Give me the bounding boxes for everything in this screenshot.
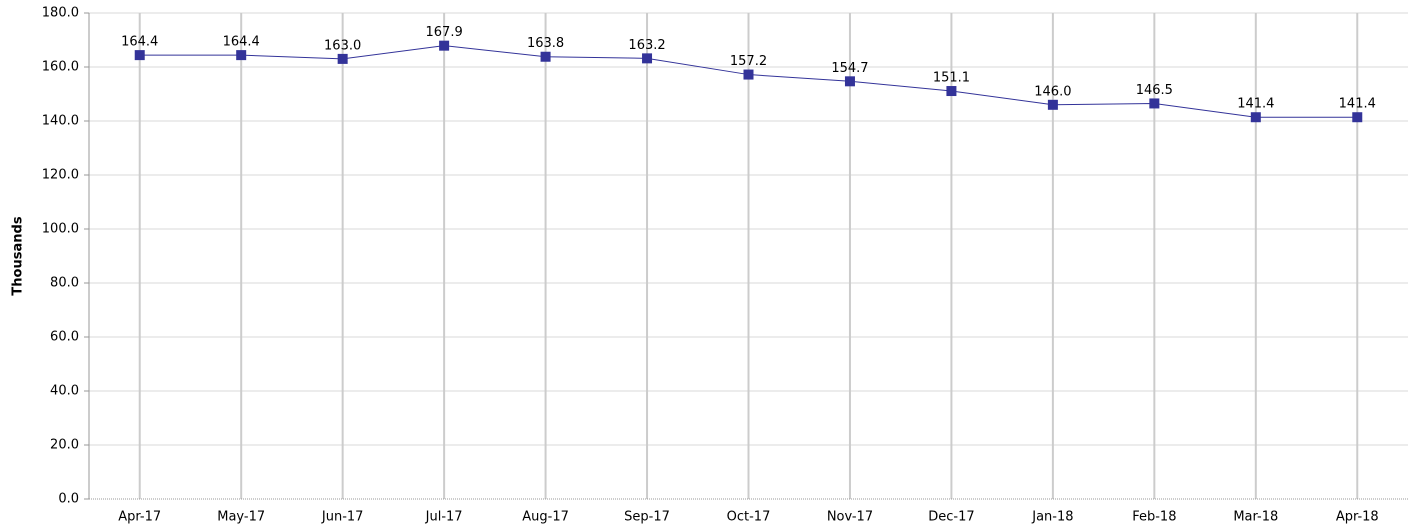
data-label: 146.0	[1034, 84, 1071, 99]
data-label: 163.2	[628, 38, 665, 53]
marker	[1250, 112, 1261, 123]
x-tick-label: Nov-17	[827, 510, 873, 525]
y-tick-label: 0.0	[58, 492, 79, 507]
y-tick-label: 40.0	[50, 384, 79, 399]
y-tick-label: 160.0	[42, 60, 79, 75]
data-label: 167.9	[426, 25, 463, 40]
y-tick-label: 140.0	[42, 114, 79, 129]
x-tick-label: Apr-18	[1336, 510, 1379, 525]
marker	[337, 53, 348, 64]
marker	[642, 53, 653, 64]
x-tick-label: Jul-17	[425, 510, 463, 525]
data-label: 154.7	[831, 61, 868, 76]
data-label: 163.0	[324, 38, 361, 53]
y-tick-label: 120.0	[42, 168, 79, 183]
marker	[946, 86, 957, 97]
marker	[134, 50, 145, 61]
data-label: 163.8	[527, 36, 564, 51]
x-tick-label: Jan-18	[1031, 510, 1073, 525]
y-tick-label: 20.0	[50, 438, 79, 453]
x-tick-label: Sep-17	[624, 510, 670, 525]
data-label: 164.4	[121, 35, 158, 50]
data-label: 146.5	[1136, 83, 1173, 98]
data-label: 141.4	[1339, 97, 1376, 112]
data-label: 164.4	[223, 35, 260, 50]
marker	[1047, 99, 1058, 110]
x-tick-label: Feb-18	[1132, 510, 1176, 525]
marker	[1149, 98, 1160, 109]
marker	[439, 40, 450, 51]
marker	[540, 51, 551, 62]
x-tick-label: Dec-17	[928, 510, 974, 525]
x-tick-label: Apr-17	[118, 510, 161, 525]
x-tick-label: Oct-17	[727, 510, 771, 525]
y-tick-label: 180.0	[42, 6, 79, 21]
y-tick-label: 100.0	[42, 222, 79, 237]
data-label: 141.4	[1237, 97, 1274, 112]
data-label: 157.2	[730, 54, 767, 69]
x-tick-label: Mar-18	[1233, 510, 1278, 525]
x-tick-label: Aug-17	[522, 510, 569, 525]
data-label: 151.1	[933, 71, 970, 86]
x-tick-label: May-17	[217, 510, 265, 525]
marker	[236, 50, 247, 61]
marker	[1352, 112, 1363, 123]
x-tick-label: Jun-17	[321, 510, 364, 525]
y-axis-title: Thousands	[11, 216, 26, 295]
marker	[743, 69, 754, 80]
y-tick-label: 60.0	[50, 330, 79, 345]
marker	[844, 76, 855, 87]
y-tick-label: 80.0	[50, 276, 79, 291]
